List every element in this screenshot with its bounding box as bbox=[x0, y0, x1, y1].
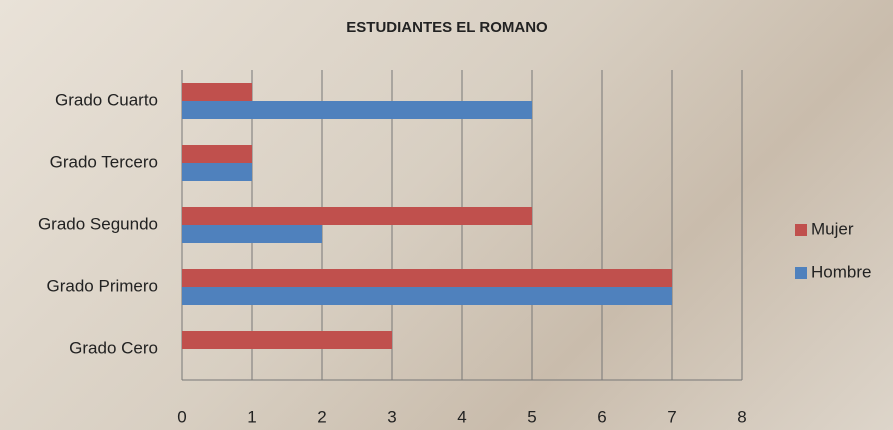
y-tick-label: Grado Cuarto bbox=[55, 90, 158, 109]
bar bbox=[182, 207, 532, 225]
y-tick-label: Grado Primero bbox=[47, 276, 158, 295]
chart-title: ESTUDIANTES EL ROMANO bbox=[346, 19, 548, 36]
y-tick-label: Grado Tercero bbox=[50, 152, 158, 171]
legend-swatch bbox=[795, 224, 807, 236]
x-tick-label: 4 bbox=[457, 407, 466, 426]
x-tick-label: 7 bbox=[667, 407, 676, 426]
legend-label: Hombre bbox=[811, 262, 871, 281]
x-tick-label: 2 bbox=[317, 407, 326, 426]
bar bbox=[182, 269, 672, 287]
x-tick-label: 0 bbox=[177, 407, 186, 426]
bar bbox=[182, 331, 392, 349]
x-tick-label: 3 bbox=[387, 407, 396, 426]
x-tick-label: 8 bbox=[737, 407, 746, 426]
x-tick-label: 5 bbox=[527, 407, 536, 426]
y-tick-label: Grado Segundo bbox=[38, 214, 158, 233]
bar bbox=[182, 145, 252, 163]
bar bbox=[182, 101, 532, 119]
chart: ESTUDIANTES EL ROMANO 0 1 2 3 4 5 6 7 8 Grado Cua… bbox=[0, 0, 893, 430]
y-tick-label: Grado Cero bbox=[69, 338, 158, 357]
legend-label: Mujer bbox=[811, 219, 854, 238]
x-tick-label: 1 bbox=[247, 407, 256, 426]
x-tick-label: 6 bbox=[597, 407, 606, 426]
bar bbox=[182, 225, 322, 243]
bar bbox=[182, 287, 672, 305]
bar bbox=[182, 83, 252, 101]
legend-swatch bbox=[795, 267, 807, 279]
bar bbox=[182, 163, 252, 181]
